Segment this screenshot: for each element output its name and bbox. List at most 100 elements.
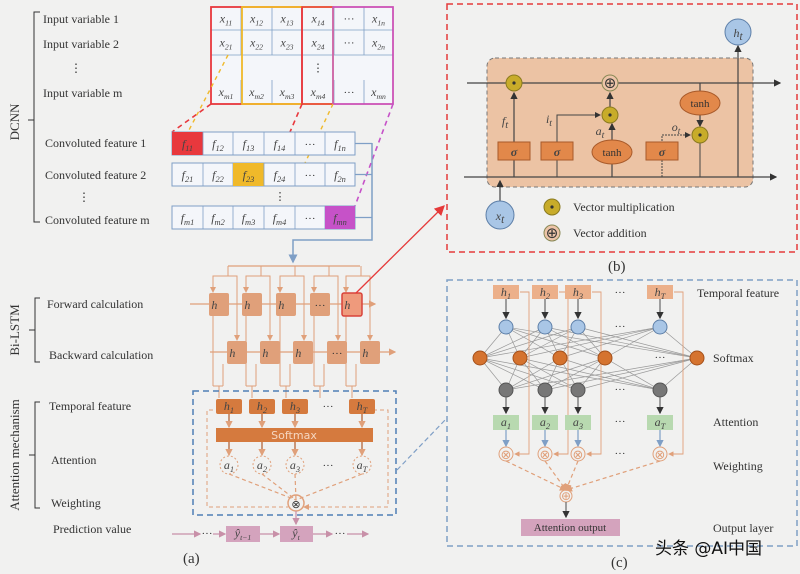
- conv-cell-sub: 22: [215, 175, 223, 184]
- attention-weight-label: aT: [357, 458, 369, 474]
- attention-weight-label: a3: [290, 458, 300, 474]
- input-cell-main: x: [218, 36, 225, 50]
- mesh-line: [479, 326, 661, 359]
- attention-weight-label-sub: 3: [295, 465, 300, 474]
- temporal-feature-label-main: h: [224, 399, 230, 413]
- input-node: [537, 319, 553, 335]
- temporal-feature-label-main: h: [357, 399, 363, 413]
- temporal-feature-label: Temporal feature: [49, 399, 131, 413]
- conv-dots-main: ⋮: [275, 191, 286, 203]
- input-mult-op-dot: [608, 113, 612, 117]
- conv-cell-sub: 13: [246, 144, 254, 153]
- attention-weight-label-main: a: [257, 458, 263, 472]
- forget-gate-label-sub: t: [505, 120, 509, 131]
- input-variable-label: ⋮: [70, 61, 82, 75]
- conv-cell-main: f: [212, 168, 217, 182]
- dcnn-row-labels: Input variable 1 Input variable 2 ⋮ Input v…: [43, 12, 150, 227]
- mesh-line: [544, 357, 606, 391]
- input-cell-sub: 11: [225, 19, 232, 28]
- input-cell-main: x: [310, 85, 317, 99]
- input-cell-sub: m2: [254, 92, 264, 101]
- layer-label: Attention: [713, 415, 758, 429]
- input-cell: x2n: [371, 36, 385, 52]
- backward-calculation-label: Backward calculation: [49, 348, 153, 362]
- cell-add-op: [601, 74, 619, 92]
- left-labels: DCNN Bi-LSTM Attention mechanism: [7, 11, 40, 511]
- input-cell-main: x: [249, 12, 256, 26]
- attention-weight-label-main: a: [290, 458, 296, 472]
- candidate-label-main: a: [596, 124, 602, 138]
- cell-tanh: [679, 90, 721, 116]
- cell-body: [486, 57, 754, 188]
- mesh-line: [659, 326, 698, 359]
- temporal-feature-label: ···: [323, 401, 334, 413]
- conv-cell-main: f: [243, 137, 248, 151]
- prediction-value-label: Prediction value: [53, 522, 131, 536]
- output-gate-label-main: o: [672, 120, 678, 134]
- attention-weight-label: aT: [655, 415, 667, 431]
- conv-cell: f13: [243, 137, 255, 153]
- temporal-feature-box: [532, 285, 558, 299]
- convoluted-feature-label: Convoluted feature m: [45, 213, 150, 227]
- weight-line: [294, 473, 297, 501]
- temporal-feature-box: [282, 399, 308, 414]
- mesh-line: [479, 357, 546, 391]
- weighting-op-symbol: ⊗: [573, 448, 584, 463]
- attention-weight-box: [532, 415, 558, 430]
- forward-cell: [341, 292, 363, 317]
- prediction-label-main: ŷ: [234, 526, 241, 540]
- conv-cell-sub: m2: [215, 218, 225, 227]
- attention-weight-circle: [219, 455, 239, 475]
- legend-mult-label: Vector multiplication: [573, 200, 675, 214]
- prediction-dots-main: ···: [202, 528, 213, 540]
- prediction-box: [226, 526, 260, 542]
- input-cell-main: x: [218, 85, 225, 99]
- temporal-feature-box: [249, 399, 275, 414]
- conv-cell-main: ···: [305, 139, 316, 151]
- conv-cell-sub: 14: [277, 144, 285, 153]
- forward-input-line: [210, 266, 229, 293]
- attention-weight-label: ···: [323, 460, 334, 472]
- temporal-feature-label: hT: [655, 285, 667, 301]
- backward-input-line: [361, 275, 373, 341]
- zoom-arrow: [355, 205, 445, 294]
- sum-line: [505, 460, 568, 491]
- conv-cell-sub: mn: [337, 218, 347, 227]
- attention-weight-label: a3: [573, 415, 583, 431]
- backward-cell-label: h⃖: [229, 346, 244, 360]
- input-cell-sub: 23: [286, 43, 294, 52]
- skip-line: [668, 291, 684, 457]
- prediction-label-sub: t−1: [240, 533, 251, 542]
- mesh-line: [505, 357, 606, 391]
- softmax-node: [552, 350, 568, 366]
- layer-label: Softmax: [713, 351, 754, 365]
- input-variable-label: Input variable 2: [43, 37, 119, 51]
- attention-weight-label-sub: T: [363, 465, 369, 474]
- attention-label: Attention: [51, 453, 96, 467]
- attention-weight-label: a2: [257, 458, 267, 474]
- hidden-node: [570, 382, 586, 398]
- backward-cell: [293, 341, 313, 364]
- sum-op-symbol: ⊕: [561, 489, 571, 503]
- merge-line: [279, 316, 291, 398]
- dcnn-to-bilstm-connector: [288, 143, 373, 264]
- input-cell: x24: [310, 36, 324, 52]
- conv-cell: f11: [182, 137, 193, 153]
- attention-weight-label-main: a: [573, 415, 579, 429]
- temporal-feature-label-sub: T: [661, 292, 667, 301]
- panel-b-frame: [446, 3, 798, 253]
- output-sigma-label: σ: [659, 145, 666, 159]
- layer-label: Temporal feature: [697, 286, 779, 300]
- layer-label: Weighting: [713, 459, 763, 473]
- forward-cell-label-main: h⃗: [244, 298, 259, 312]
- panel-c-label: (c): [611, 555, 628, 571]
- sum-line: [544, 460, 567, 491]
- temporal-feature-label-sub: 1: [230, 406, 234, 415]
- mesh-line: [604, 326, 661, 359]
- temporal-feature-box: [349, 399, 375, 414]
- forget-sigma: [497, 141, 531, 161]
- highlight-cell: [233, 163, 264, 186]
- attention-weight-box: [493, 415, 519, 430]
- attention-weight-label-main: a: [357, 458, 363, 472]
